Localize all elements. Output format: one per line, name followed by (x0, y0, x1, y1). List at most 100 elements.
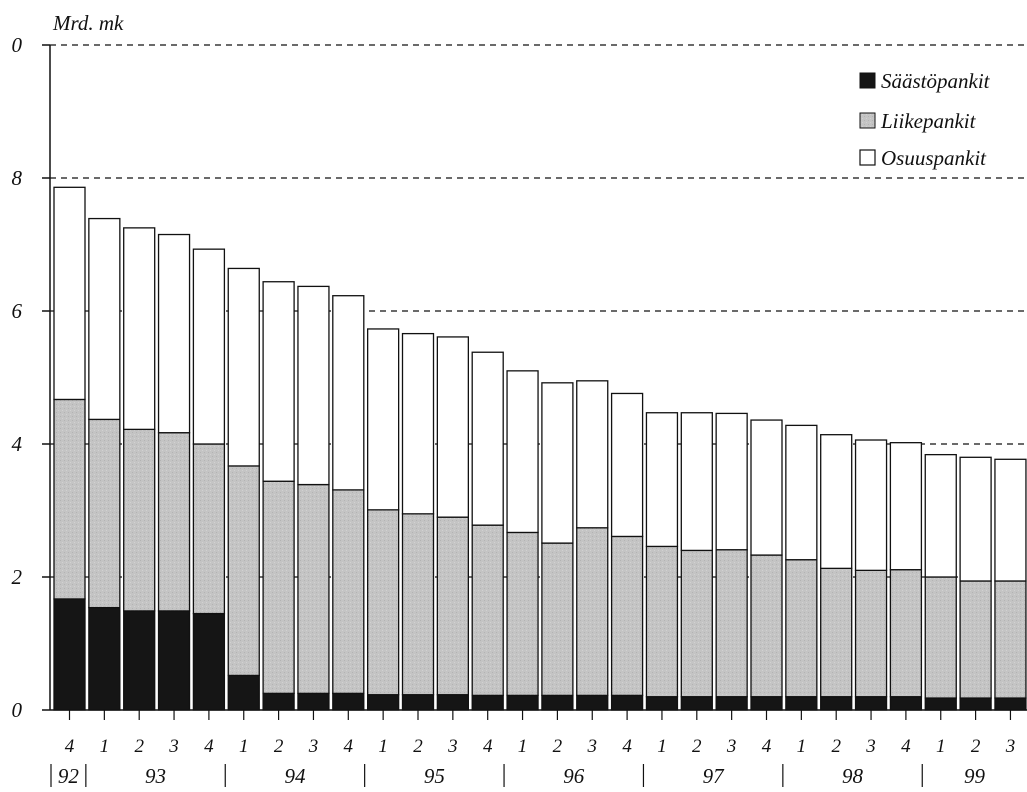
bar-segment-liikepankit (228, 466, 259, 675)
year-label: 94 (284, 764, 306, 787)
bars (54, 187, 1026, 710)
y-tick-label: 0 (12, 33, 23, 57)
bar-segment-liikepankit (821, 568, 852, 696)
bar-segment-liikepankit (333, 490, 364, 693)
bar-segment-osuuspankit (298, 286, 329, 484)
y-tick-label: 0 (12, 698, 23, 722)
bar-segment-osuuspankit (821, 435, 852, 569)
bar-segment-osuuspankit (437, 337, 468, 517)
x-quarter-label: 2 (831, 736, 841, 757)
bar-segment-osuuspankit (472, 352, 503, 525)
bar-segment-liikepankit (995, 581, 1026, 698)
bar-segment-osuuspankit (507, 371, 538, 533)
bar-segment-liikepankit (751, 555, 782, 697)
bar-segment-liikepankit (193, 444, 224, 614)
bar-segment-sstpankit (960, 698, 991, 710)
x-quarter-label: 2 (134, 736, 144, 757)
bar-segment-osuuspankit (751, 420, 782, 555)
bar-segment-osuuspankit (925, 455, 956, 577)
x-quarter-label: 2 (692, 736, 702, 757)
year-label: 92 (58, 764, 80, 787)
bar-segment-sstpankit (612, 695, 643, 710)
bar-segment-sstpankit (995, 698, 1026, 710)
bar-segment-liikepankit (368, 510, 399, 695)
bar-segment-osuuspankit (995, 459, 1026, 581)
bar-segment-osuuspankit (368, 329, 399, 510)
bar-segment-osuuspankit (890, 443, 921, 570)
x-quarter-label: 3 (447, 736, 458, 757)
bar-segment-sstpankit (89, 608, 120, 710)
legend-label-saastopankit: Säästöpankit (881, 69, 991, 93)
x-quarter-label: 1 (797, 736, 807, 757)
x-quarter-label: 4 (762, 736, 772, 757)
bar-segment-liikepankit (437, 517, 468, 695)
bar-segment-sstpankit (124, 611, 155, 710)
bar-segment-liikepankit (507, 532, 538, 695)
x-quarter-label: 1 (378, 736, 388, 757)
x-quarter-label: 4 (204, 736, 214, 757)
x-quarter-label: 4 (622, 736, 632, 757)
legend-item-liikepankit: Liikepankit (860, 109, 977, 133)
bar-segment-liikepankit (612, 536, 643, 695)
bar-segment-osuuspankit (333, 296, 364, 490)
bar-segment-liikepankit (159, 433, 190, 611)
bar-segment-sstpankit (298, 693, 329, 710)
bar-segment-osuuspankit (577, 381, 608, 528)
y-tick-label: 6 (12, 299, 23, 323)
x-quarter-label: 1 (518, 736, 528, 757)
x-quarter-label: 1 (100, 736, 110, 757)
bar-segment-liikepankit (542, 543, 573, 695)
x-quarter-label: 1 (657, 736, 667, 757)
legend-item-saastopankit: Säästöpankit (860, 69, 991, 93)
year-label: 97 (703, 764, 726, 787)
bar-segment-osuuspankit (786, 425, 817, 559)
x-quarter-label: 3 (865, 736, 876, 757)
bar-segment-osuuspankit (54, 187, 85, 399)
bar-segment-sstpankit (159, 611, 190, 710)
bar-segment-sstpankit (751, 697, 782, 710)
x-quarter-label: 4 (65, 736, 75, 757)
bar-segment-sstpankit (925, 698, 956, 710)
bar-segment-sstpankit (821, 697, 852, 710)
bar-segment-sstpankit (786, 697, 817, 710)
x-quarter-label: 4 (483, 736, 493, 757)
bar-segment-sstpankit (890, 697, 921, 710)
bar-segment-liikepankit (124, 429, 155, 611)
year-label: 93 (145, 764, 166, 787)
year-label: 98 (842, 764, 864, 787)
bar-segment-sstpankit (681, 697, 712, 710)
bar-segment-osuuspankit (716, 413, 747, 549)
legend-label-osuuspankit: Osuuspankit (881, 146, 987, 170)
legend: Säästöpankit Liikepankit Osuuspankit (860, 69, 991, 170)
bar-segment-sstpankit (716, 697, 747, 710)
legend-swatch-liikepankit (860, 113, 875, 128)
bar-segment-osuuspankit (124, 228, 155, 429)
bar-segment-osuuspankit (263, 282, 294, 482)
bar-segment-liikepankit (856, 570, 887, 696)
x-quarter-label: 2 (413, 736, 423, 757)
y-tick-label: 8 (12, 166, 23, 190)
y-unit-label: Mrd. mk (52, 11, 124, 35)
bar-segment-sstpankit (507, 695, 538, 710)
year-label: 99 (964, 764, 986, 787)
bar-segment-osuuspankit (403, 334, 434, 514)
bar-segment-liikepankit (298, 485, 329, 694)
legend-swatch-saastopankit (860, 73, 875, 88)
bar-segment-sstpankit (437, 695, 468, 710)
legend-swatch-osuuspankit (860, 150, 875, 165)
bar-segment-osuuspankit (612, 393, 643, 536)
bar-segment-liikepankit (54, 399, 85, 599)
x-quarter-label: 3 (1005, 736, 1016, 757)
bar-segment-sstpankit (646, 697, 677, 710)
bar-segment-sstpankit (472, 695, 503, 710)
legend-item-osuuspankit: Osuuspankit (860, 146, 987, 170)
bar-segment-liikepankit (577, 528, 608, 696)
bar-segment-sstpankit (193, 614, 224, 710)
x-quarter-label: 4 (344, 736, 354, 757)
bar-segment-liikepankit (472, 525, 503, 695)
bar-segment-osuuspankit (960, 457, 991, 581)
bar-segment-sstpankit (333, 693, 364, 710)
y-tick-label: 4 (12, 432, 23, 456)
